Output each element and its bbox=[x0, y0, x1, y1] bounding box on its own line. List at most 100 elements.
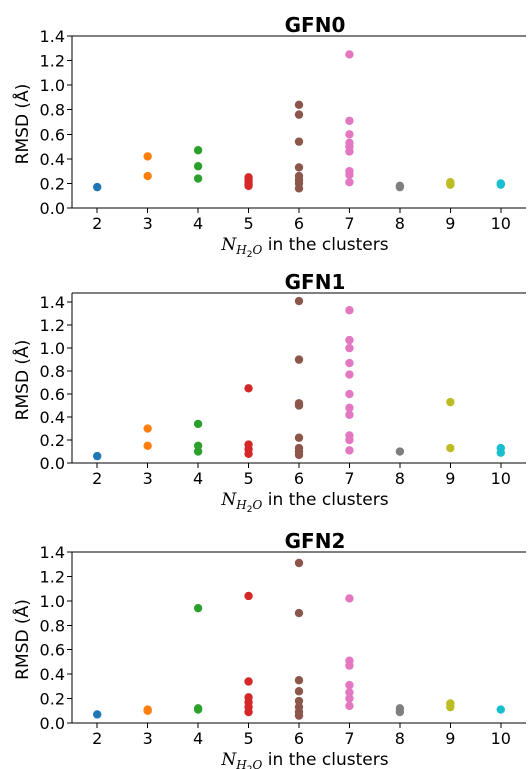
y-tick-label: 1.0 bbox=[40, 339, 65, 358]
data-point bbox=[345, 688, 354, 697]
data-point bbox=[193, 162, 203, 171]
data-point bbox=[345, 389, 354, 399]
y-tick-label: 1.4 bbox=[40, 543, 65, 562]
data-point bbox=[93, 182, 102, 192]
x-tick-label: 9 bbox=[445, 214, 455, 233]
data-point bbox=[294, 296, 304, 306]
y-axis-label: RMSD (Å) bbox=[11, 84, 33, 165]
x-axis-label-subscript: H bbox=[235, 758, 247, 769]
x-tick-label: 7 bbox=[344, 469, 354, 488]
data-point bbox=[345, 446, 354, 455]
x-axis-label-subscript: H bbox=[235, 243, 247, 257]
x-tick-label: 2 bbox=[92, 214, 102, 233]
data-point bbox=[294, 608, 304, 618]
y-tick-label: 0.0 bbox=[40, 454, 65, 473]
y-tick-label: 1.4 bbox=[40, 293, 65, 312]
data-point bbox=[143, 706, 152, 715]
x-tick-label: 9 bbox=[445, 729, 455, 748]
data-point bbox=[345, 661, 354, 670]
data-point bbox=[294, 558, 304, 568]
y-axis-label: RMSD (Å) bbox=[11, 340, 33, 421]
data-point bbox=[294, 137, 304, 146]
y-tick-label: 0.8 bbox=[40, 101, 65, 120]
data-point bbox=[193, 603, 203, 613]
data-point bbox=[446, 180, 455, 189]
y-tick-label: 0.8 bbox=[40, 362, 65, 381]
data-point bbox=[93, 451, 102, 461]
y-tick-label: 1.4 bbox=[40, 27, 65, 46]
data-point bbox=[193, 419, 203, 429]
data-point bbox=[143, 424, 152, 433]
data-point bbox=[345, 147, 354, 156]
x-axis-label-subscript-digit: 2 bbox=[247, 250, 253, 260]
data-point bbox=[345, 701, 354, 711]
x-axis-label: NH2O in the clusters bbox=[220, 490, 388, 515]
data-point bbox=[345, 370, 354, 379]
data-point bbox=[395, 447, 405, 456]
data-point bbox=[193, 705, 203, 714]
data-point bbox=[193, 441, 203, 450]
y-tick-label: 1.2 bbox=[40, 52, 65, 71]
x-tick-label: 3 bbox=[143, 469, 153, 488]
x-axis-label-text: in the clusters bbox=[262, 235, 388, 255]
y-tick-label: 0.4 bbox=[40, 665, 65, 684]
data-point bbox=[345, 358, 354, 368]
x-tick-label: 3 bbox=[143, 729, 153, 748]
y-tick-label: 0.4 bbox=[40, 408, 65, 427]
x-axis-label-subscript-o: O bbox=[252, 243, 262, 257]
x-axis-label-text: in the clusters bbox=[262, 490, 388, 510]
data-point bbox=[345, 403, 354, 413]
data-point bbox=[294, 711, 304, 720]
x-axis-label-subscript-digit: 2 bbox=[247, 765, 253, 769]
data-point bbox=[294, 184, 304, 193]
data-point bbox=[395, 707, 405, 717]
chart-panel-gfn2: GFN2 0.0 0.2 0.4 0.6 0.8 1.0 1.2 1.4 2 3 4 5 6 7 8 9 10 RM… bbox=[11, 529, 526, 769]
chart-title: GFN2 bbox=[285, 529, 346, 553]
data-point bbox=[496, 180, 505, 189]
data-point bbox=[345, 130, 354, 139]
chart-title: GFN0 bbox=[285, 13, 346, 37]
y-tick-label: 0.8 bbox=[40, 616, 65, 635]
data-point bbox=[244, 181, 253, 191]
x-axis-label-symbol: N bbox=[220, 490, 237, 510]
x-tick-label: 6 bbox=[294, 214, 304, 233]
x-axis-label: NH2O in the clusters bbox=[220, 750, 388, 769]
data-point bbox=[244, 707, 253, 717]
x-tick-label: 3 bbox=[143, 214, 153, 233]
x-axis-label-subscript-digit: 2 bbox=[247, 505, 253, 515]
data-point bbox=[294, 676, 304, 685]
data-point bbox=[294, 450, 304, 460]
y-tick-label: 0.6 bbox=[40, 385, 65, 404]
data-point bbox=[244, 384, 253, 393]
data-point bbox=[345, 170, 354, 180]
x-tick-label: 5 bbox=[243, 729, 253, 748]
x-tick-label: 6 bbox=[294, 729, 304, 748]
data-point bbox=[244, 677, 253, 686]
x-tick-label: 8 bbox=[395, 214, 405, 233]
y-tick-label: 0.4 bbox=[40, 150, 65, 169]
data-point bbox=[193, 447, 203, 456]
data-point bbox=[244, 449, 253, 459]
x-tick-label: 2 bbox=[92, 729, 102, 748]
x-tick-label: 10 bbox=[491, 469, 511, 488]
data-point bbox=[294, 163, 304, 172]
data-point bbox=[345, 178, 354, 187]
data-point bbox=[345, 116, 354, 125]
chart-title: GFN1 bbox=[285, 270, 346, 294]
data-point bbox=[345, 50, 354, 59]
x-tick-label: 10 bbox=[491, 729, 511, 748]
x-tick-label: 4 bbox=[193, 469, 203, 488]
data-point bbox=[446, 397, 455, 407]
y-tick-label: 1.2 bbox=[40, 567, 65, 586]
y-tick-label: 1.0 bbox=[40, 76, 65, 95]
data-point bbox=[193, 146, 203, 155]
data-point bbox=[345, 306, 354, 315]
chart-panel-gfn0: GFN0 0.0 0.2 0.4 0.6 0.8 1.0 1.2 1.4 2 3 4 5 6 7 8 9 10 RM… bbox=[11, 13, 526, 260]
data-point bbox=[294, 401, 304, 410]
x-axis-label-symbol: N bbox=[220, 750, 237, 769]
x-tick-label: 8 bbox=[395, 469, 405, 488]
data-point bbox=[93, 710, 102, 719]
data-point bbox=[345, 435, 354, 445]
data-point bbox=[294, 100, 304, 110]
